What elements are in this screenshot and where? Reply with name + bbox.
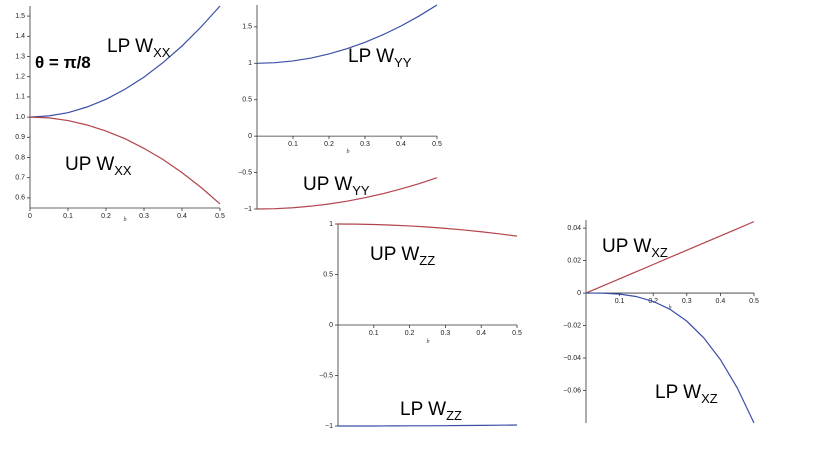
y-tick-label: 0.6: [15, 195, 25, 202]
y-tick-label: 0: [329, 322, 333, 329]
y-tick-label: 1.1: [15, 94, 25, 101]
y-tick-label: −0.06: [563, 387, 581, 394]
x-tick-label: 0.2: [405, 330, 415, 337]
x-tick-label: 0.2: [324, 141, 334, 148]
series-label: UP WXX: [65, 154, 132, 178]
series-label: UP WZZ: [370, 244, 435, 268]
x-tick-label: 0.5: [432, 141, 442, 148]
series-line: [337, 223, 518, 237]
series-name: UP W: [65, 154, 114, 175]
x-tick-label: 0.3: [441, 330, 451, 337]
series-name-sub: XX: [114, 163, 132, 178]
y-tick-label: −0.02: [563, 322, 581, 329]
y-tick-label: 0.7: [15, 175, 25, 182]
series-line: [29, 116, 221, 205]
series-name: LP W: [107, 36, 153, 57]
y-tick-label: 1.5: [242, 24, 252, 31]
x-tick-label: 0.1: [615, 298, 625, 305]
y-tick-label: 0.8: [15, 154, 25, 161]
x-tick-label: 0.4: [396, 141, 406, 148]
x-axis-label: b: [347, 149, 350, 155]
y-tick-label: 1.4: [15, 33, 25, 40]
x-tick-label: 0: [28, 213, 32, 220]
y-tick-label: −0.04: [563, 355, 581, 362]
y-tick-label: 0.5: [242, 97, 252, 104]
series-name-sub: XX: [153, 45, 171, 60]
y-tick-label: 1.5: [15, 13, 25, 20]
series-line: [29, 5, 221, 118]
x-axis-label: b: [669, 305, 672, 311]
y-tick-label: 0.04: [567, 225, 581, 232]
series-line: [338, 424, 518, 427]
x-tick-label: 0.4: [476, 330, 486, 337]
y-tick-label: 0: [248, 133, 252, 140]
series-name: LP W: [348, 46, 394, 67]
y-tick-label: −0.5: [319, 372, 333, 379]
y-tick-label: 1.2: [15, 74, 25, 81]
x-tick-label: 0.5: [749, 298, 759, 305]
x-tick-label: 0.3: [682, 298, 692, 305]
series-name: LP W: [400, 399, 446, 420]
series-line: [585, 292, 755, 424]
y-tick-label: −0.5: [238, 169, 252, 176]
x-axis-label: b: [427, 339, 430, 345]
y-tick-label: 1: [329, 221, 333, 228]
y-tick-label: 0.5: [323, 271, 333, 278]
series-line: [256, 177, 438, 210]
series-label: LP WYY: [348, 46, 412, 70]
series-name-sub: ZZ: [446, 408, 462, 423]
series-line: [585, 221, 755, 294]
series-name: LP W: [655, 382, 701, 403]
x-tick-label: 0.5: [215, 213, 225, 220]
series-label: LP WZZ: [400, 399, 462, 423]
y-tick-label: 1.0: [15, 114, 25, 121]
series-name-sub: ZZ: [419, 253, 435, 268]
x-tick-label: 0.4: [716, 298, 726, 305]
series-name-sub: XZ: [701, 391, 718, 406]
chart-label: θ = π/8: [35, 53, 91, 72]
series-label: LP WXX: [107, 36, 171, 60]
y-tick-label: 0.9: [15, 134, 25, 141]
x-axis-label: b: [124, 217, 127, 223]
series-name: UP W: [370, 244, 419, 265]
series-label: LP WXZ: [655, 382, 718, 406]
x-tick-label: 0.1: [369, 330, 379, 337]
x-tick-label: 0.5: [512, 330, 522, 337]
y-tick-label: −1: [325, 423, 333, 430]
y-tick-label: 1: [248, 60, 252, 67]
x-tick-label: 0.2: [101, 213, 111, 220]
series-name-sub: XZ: [651, 245, 668, 260]
series-name: UP W: [303, 174, 352, 195]
series-name-sub: YY: [352, 183, 370, 198]
series-name: UP W: [602, 236, 651, 257]
y-tick-label: 0.02: [567, 257, 581, 264]
series-label: UP WYY: [303, 174, 370, 198]
series-label: UP WXZ: [602, 236, 668, 260]
y-tick-label: 0: [577, 290, 581, 297]
x-tick-label: 0.3: [360, 141, 370, 148]
y-tick-label: −1: [244, 206, 252, 213]
x-tick-label: 0.1: [288, 141, 298, 148]
x-tick-label: 0.3: [139, 213, 149, 220]
x-tick-label: 0.4: [177, 213, 187, 220]
series-line: [256, 4, 438, 64]
x-tick-label: 0.1: [63, 213, 73, 220]
y-tick-label: 1.3: [15, 53, 25, 60]
series-name-sub: YY: [394, 55, 412, 70]
